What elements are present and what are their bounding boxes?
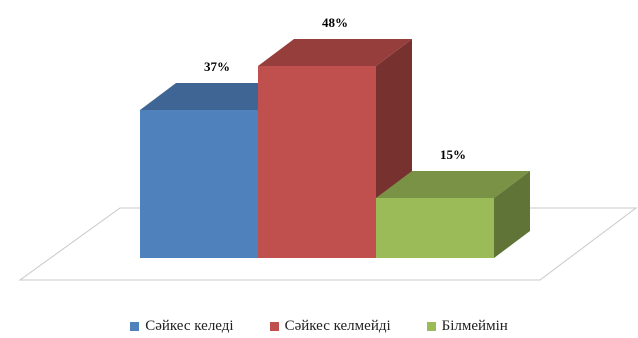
legend-item-0: Сәйкес келеді bbox=[130, 317, 234, 335]
legend-item-1: Сәйкес келмейді bbox=[269, 317, 391, 335]
bar-2-top bbox=[376, 171, 530, 198]
bars-layer: 37% 48% 15% bbox=[140, 15, 530, 258]
legend-label-0: Сәйкес келеді bbox=[145, 317, 234, 334]
bar-2: 15% bbox=[376, 147, 530, 258]
legend-item-2: Білмеймін bbox=[426, 317, 508, 335]
bar-1-front bbox=[258, 66, 376, 258]
data-label-1: 48% bbox=[322, 15, 348, 30]
legend-swatch-2 bbox=[426, 321, 436, 331]
legend: Сәйкес келеді Сәйкес келмейді Білмеймін bbox=[0, 315, 638, 337]
legend-swatch-0 bbox=[130, 321, 140, 331]
bar-1-top bbox=[258, 39, 412, 66]
bar-0-front bbox=[140, 110, 258, 258]
legend-label-1: Сәйкес келмейді bbox=[284, 317, 391, 334]
bar-0-top bbox=[140, 83, 294, 110]
legend-swatch-1 bbox=[269, 321, 279, 331]
data-label-0: 37% bbox=[204, 59, 230, 74]
bar-2-front bbox=[376, 198, 494, 258]
legend-label-2: Білмеймін bbox=[441, 317, 508, 334]
chart-floor bbox=[18, 207, 638, 281]
data-label-2: 15% bbox=[440, 147, 466, 162]
bar-2-side bbox=[494, 171, 530, 258]
